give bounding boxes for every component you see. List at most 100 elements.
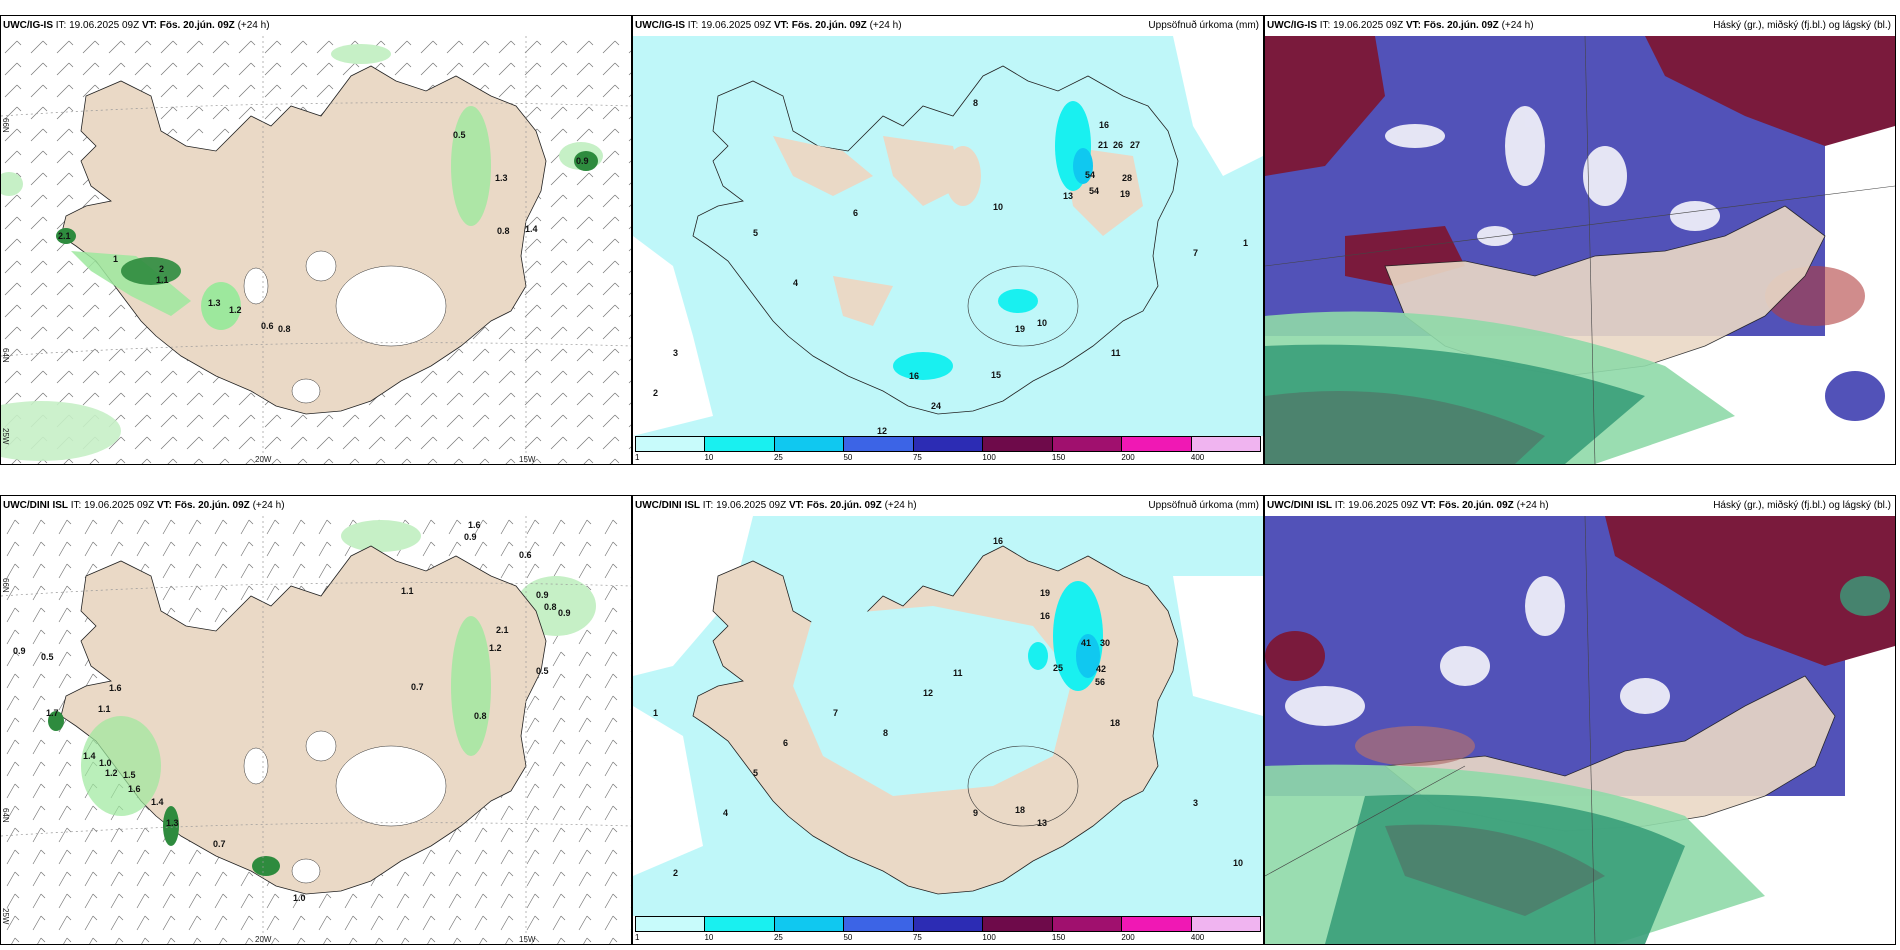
value-label: 13 [1063,191,1073,201]
value-label: 42 [1096,664,1106,674]
value-label: 24 [931,401,941,411]
value-label: 0.5 [453,130,466,140]
panel-header: UWC/DINI ISL IT: 19.06.2025 09Z VT: Fös.… [1265,496,1895,516]
lead-time: (+24 h) [1516,500,1549,511]
legend-swatch [844,437,914,451]
value-label: 1 [653,708,658,718]
legend-swatch [636,917,706,931]
value-label: 2 [653,388,658,398]
value-label: 25 [1053,663,1063,673]
legend-swatch [705,917,775,931]
value-label: 1.1 [156,275,169,285]
it-value: 19.06.2025 09Z [1333,20,1404,31]
value-label: 0.9 [576,156,589,166]
value-label: 41 [1081,638,1091,648]
value-label: 16 [1099,120,1109,130]
value-label: 30 [1100,638,1110,648]
lead-time: (+24 h) [1501,20,1534,31]
it-value: 19.06.2025 09Z [84,500,155,511]
panel-title: Uppsöfnuð úrkoma (mm) [1148,500,1259,511]
legend-tick: 50 [843,933,853,942]
legend-swatch [983,917,1053,931]
legend-tick: 50 [843,453,853,462]
value-label: 6 [853,208,858,218]
value-label: 54 [1085,170,1095,180]
it-value: 19.06.2025 09Z [69,20,140,31]
legend-swatch [774,917,845,931]
value-label: 0.9 [464,532,477,542]
vt-label: VT: [1420,500,1436,511]
panel-title: Uppsöfnuð úrkoma (mm) [1148,20,1259,31]
vt-value: Fös. 20.jún. 09Z [159,20,235,31]
value-label: 21 [1098,140,1108,150]
lon-label-15: 15W [519,935,536,944]
value-label: 56 [1095,677,1105,687]
value-label: 1.6 [128,784,141,794]
value-label: 16 [1040,611,1050,621]
legend-swatch [636,437,706,451]
value-label: 1.0 [99,758,112,768]
value-label: 0.5 [41,652,54,662]
lat-label-64: 64N [1,348,10,363]
value-label: 54 [1089,186,1099,196]
panel-header: UWC/DINI ISL IT: 19.06.2025 09Z VT: Fös.… [1,496,631,516]
legend-swatch [913,917,984,931]
value-label: 2.1 [496,625,509,635]
legend-swatch [705,437,775,451]
legend-swatch [983,437,1053,451]
value-label: 10 [1233,858,1243,868]
it-label: IT: [687,20,699,31]
value-label: 13 [1037,818,1047,828]
vt-value: Fös. 20.jún. 09Z [174,500,250,511]
legend-tick: 150 [1051,453,1066,462]
legend-tick: 400 [1190,453,1205,462]
value-label: 7 [1193,248,1198,258]
vt-label: VT: [141,20,157,31]
wind-map-panel-bottom: UWC/DINI ISL IT: 19.06.2025 09Z VT: Fös.… [0,495,632,945]
model-name: UWC/IG-IS [3,20,53,31]
legend-swatch [1052,917,1123,931]
legend-ticks: 1 10 25 50 75 100 150 200 400 [635,933,1261,944]
it-value: 19.06.2025 09Z [701,20,772,31]
value-label: 19 [1040,588,1050,598]
vt-value: Fös. 20.jún. 09Z [806,500,882,511]
value-label: 16 [993,536,1003,546]
vt-value: Fös. 20.jún. 09Z [791,20,867,31]
legend-tick: 100 [982,453,996,462]
value-label: 0.7 [411,682,424,692]
model-name: UWC/DINI ISL [3,500,68,511]
legend-swatch [1191,917,1260,931]
model-name: UWC/IG-IS [635,20,685,31]
value-label: 0.8 [474,711,487,721]
lon-label-25: 25W [1,428,10,445]
value-label: 0.5 [536,666,549,676]
value-label: 1.7 [46,708,59,718]
value-label: 11 [1111,348,1121,358]
value-label: 1.4 [151,797,164,807]
value-label: 1.0 [293,893,306,903]
cloud-map [1265,516,1895,944]
value-label: 12 [923,688,933,698]
precip-map-panel-top: UWC/IG-IS IT: 19.06.2025 09Z VT: Fös. 20… [632,15,1264,465]
legend-tick: 10 [704,933,714,942]
lon-label-15: 15W [519,455,536,464]
value-label: 10 [993,202,1003,212]
lon-label-20: 20W [255,455,272,464]
legend-tick: 1 [635,933,640,942]
value-label: 26 [1113,140,1123,150]
lat-label-66: 66N [1,578,10,593]
value-label: 1.4 [525,224,538,234]
lead-time: (+24 h) [884,500,917,511]
value-label: 0.8 [278,324,291,334]
value-label: 0.8 [544,602,557,612]
legend-tick: 25 [773,453,783,462]
value-label: 10 [1037,318,1047,328]
value-label: 1.2 [229,305,242,315]
legend-colorbar [635,916,1261,932]
value-label: 0.7 [213,839,226,849]
legend-swatch [774,437,845,451]
value-label: 4 [723,808,728,818]
value-label: 2.1 [58,231,71,241]
vt-label: VT: [156,500,172,511]
panel-header: UWC/IG-IS IT: 19.06.2025 09Z VT: Fös. 20… [1,16,631,36]
